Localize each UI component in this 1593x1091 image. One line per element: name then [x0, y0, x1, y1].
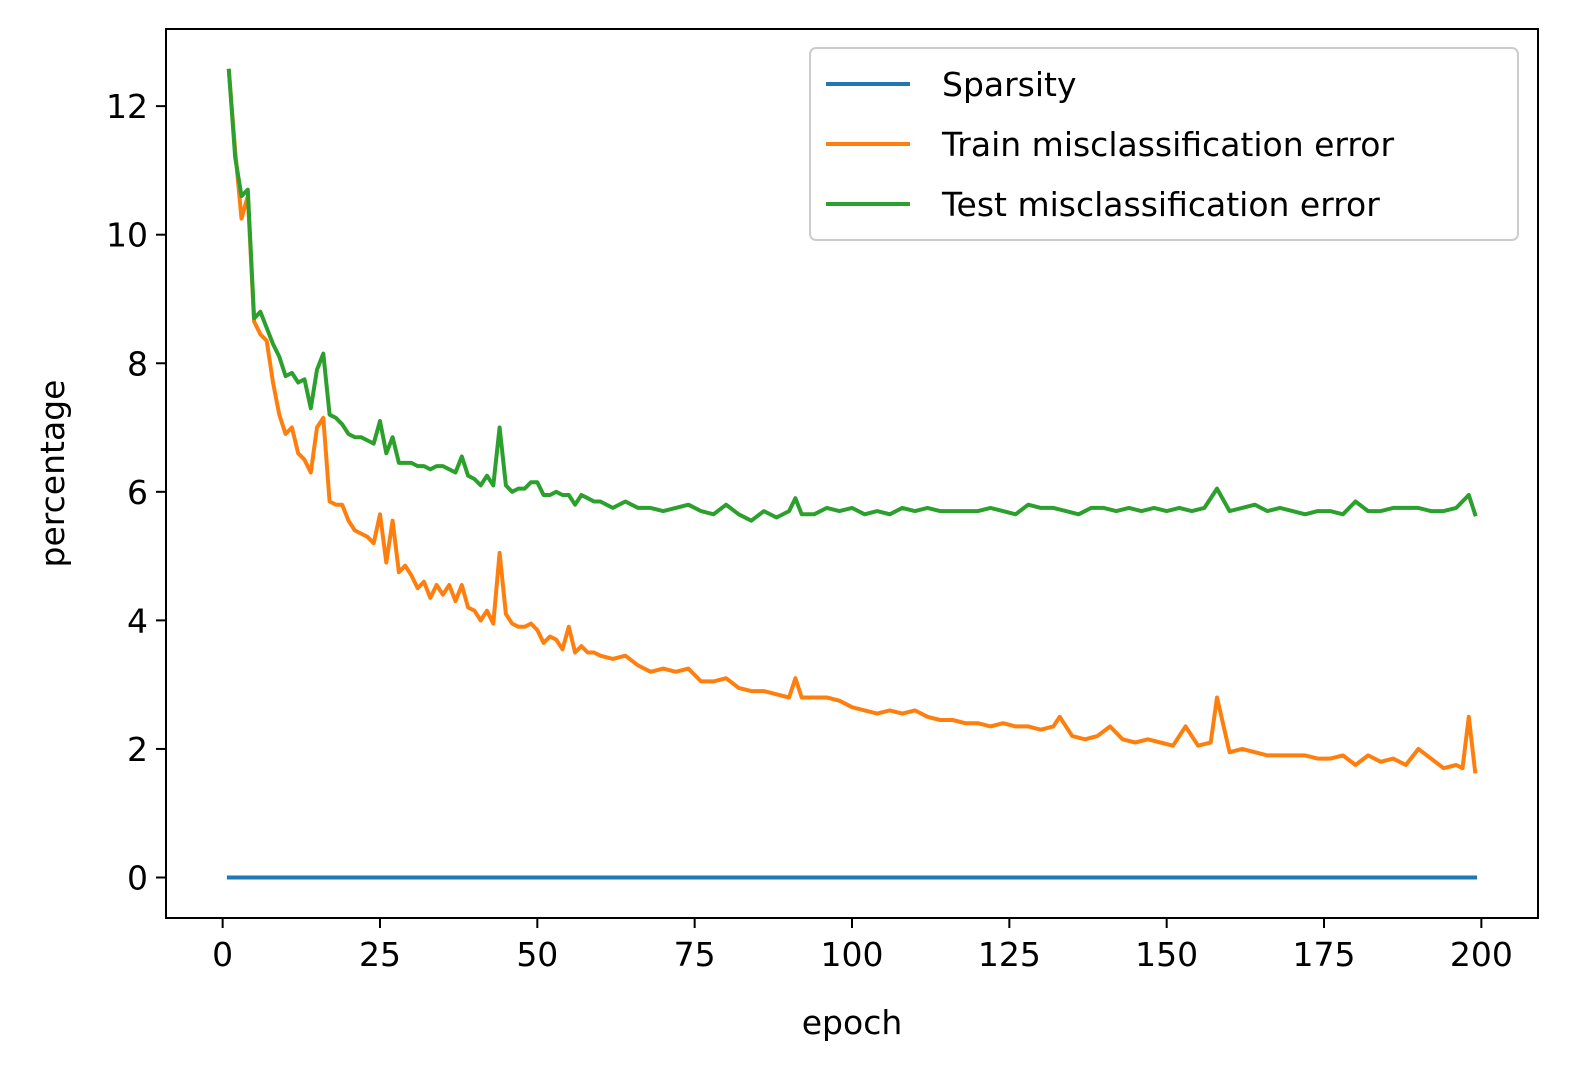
- x-tick-label: 175: [1293, 935, 1356, 974]
- series-layer: [226, 68, 1478, 880]
- y-tick-label: 8: [127, 344, 148, 383]
- x-tick-label: 125: [978, 935, 1041, 974]
- y-axis-label: percentage: [33, 380, 72, 568]
- y-tick-label: 12: [106, 87, 148, 126]
- legend-label-2: Test misclassification error: [941, 185, 1380, 224]
- x-tick-label: 100: [821, 935, 884, 974]
- x-tick-label: 50: [516, 935, 558, 974]
- x-tick-label: 150: [1135, 935, 1198, 974]
- series-line-2: [226, 68, 1478, 523]
- legend-box: [809, 47, 1519, 241]
- x-axis: 0 25 50 75 100 125 150 175 200: [212, 918, 1513, 974]
- y-tick-label: 2: [127, 730, 148, 769]
- legend: Sparsity Train misclassification error Tes…: [809, 47, 1519, 241]
- legend-label-1: Train misclassification error: [941, 125, 1394, 164]
- x-tick-label: 25: [359, 935, 401, 974]
- x-tick-label: 0: [212, 935, 233, 974]
- y-tick-label: 6: [127, 473, 148, 512]
- y-axis: 0 2 4 6 8 10 12: [106, 87, 166, 898]
- series-line-1: [226, 68, 1478, 774]
- y-tick-label: 0: [127, 859, 148, 898]
- x-axis-label: epoch: [802, 1003, 903, 1042]
- legend-label-0: Sparsity: [942, 65, 1077, 104]
- y-tick-label: 10: [106, 216, 148, 255]
- x-tick-label: 200: [1450, 935, 1513, 974]
- x-tick-label: 75: [674, 935, 716, 974]
- y-tick-label: 4: [127, 601, 148, 640]
